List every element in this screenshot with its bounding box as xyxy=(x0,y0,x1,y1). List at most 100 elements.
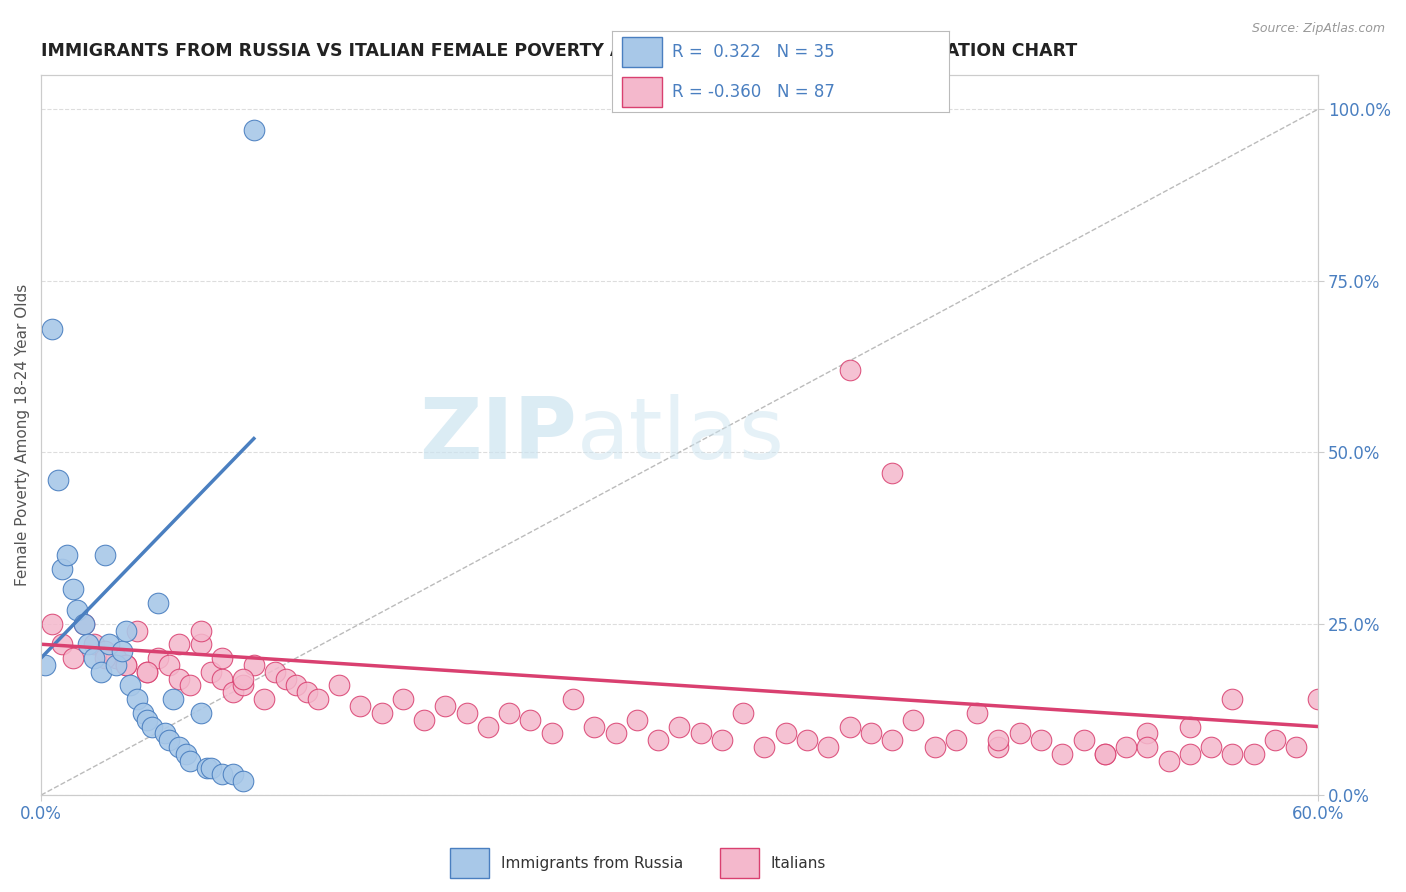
Point xyxy=(190,624,212,638)
Point xyxy=(264,665,287,679)
Point xyxy=(647,733,669,747)
Point xyxy=(540,726,562,740)
Point xyxy=(668,719,690,733)
Point xyxy=(1222,747,1244,761)
Point xyxy=(169,637,191,651)
Point xyxy=(51,637,73,651)
Point xyxy=(1094,747,1116,761)
Text: Immigrants from Russia: Immigrants from Russia xyxy=(501,855,683,871)
Point xyxy=(90,665,112,679)
Point xyxy=(195,761,218,775)
Point xyxy=(1222,692,1244,706)
Point xyxy=(583,719,606,733)
Text: Italians: Italians xyxy=(770,855,825,871)
Point xyxy=(817,740,839,755)
Point xyxy=(295,685,318,699)
Point xyxy=(1157,754,1180,768)
Point xyxy=(838,719,860,733)
Point xyxy=(307,692,329,706)
Point xyxy=(626,713,648,727)
Point xyxy=(157,657,180,672)
FancyBboxPatch shape xyxy=(450,848,489,878)
Point xyxy=(880,733,903,747)
Text: Source: ZipAtlas.com: Source: ZipAtlas.com xyxy=(1251,22,1385,36)
Point xyxy=(903,713,925,727)
Point xyxy=(966,706,988,720)
Text: ZIP: ZIP xyxy=(419,393,578,476)
Point xyxy=(243,123,266,137)
Point xyxy=(838,363,860,377)
Point xyxy=(232,774,254,789)
Point xyxy=(136,665,159,679)
Point xyxy=(200,665,222,679)
Point xyxy=(174,747,197,761)
Point xyxy=(146,651,169,665)
Point xyxy=(924,740,946,755)
Point xyxy=(83,651,105,665)
Point xyxy=(51,562,73,576)
Point xyxy=(733,706,755,720)
FancyBboxPatch shape xyxy=(621,77,662,108)
Point xyxy=(498,706,520,720)
Point xyxy=(775,726,797,740)
Point xyxy=(115,657,138,672)
Point xyxy=(169,740,191,755)
Y-axis label: Female Poverty Among 18-24 Year Olds: Female Poverty Among 18-24 Year Olds xyxy=(15,284,30,586)
Point xyxy=(141,719,163,733)
Point xyxy=(125,692,148,706)
Text: IMMIGRANTS FROM RUSSIA VS ITALIAN FEMALE POVERTY AMONG 18-24 YEAR OLDS CORRELATI: IMMIGRANTS FROM RUSSIA VS ITALIAN FEMALE… xyxy=(41,42,1077,60)
Point xyxy=(115,624,138,638)
Point xyxy=(132,706,155,720)
Point xyxy=(1264,733,1286,747)
Point xyxy=(391,692,413,706)
Point xyxy=(104,657,127,672)
Text: atlas: atlas xyxy=(578,393,785,476)
Point xyxy=(413,713,436,727)
Point xyxy=(136,665,159,679)
Point xyxy=(73,616,96,631)
Point xyxy=(1136,740,1159,755)
Point xyxy=(562,692,585,706)
Point xyxy=(94,548,117,562)
Point xyxy=(689,726,711,740)
Point xyxy=(211,651,233,665)
Point xyxy=(62,582,84,597)
Point xyxy=(211,767,233,781)
Point xyxy=(1285,740,1308,755)
Text: R = -0.360   N = 87: R = -0.360 N = 87 xyxy=(672,83,835,101)
Point xyxy=(146,596,169,610)
Point xyxy=(796,733,818,747)
Point xyxy=(1306,692,1329,706)
Point xyxy=(77,637,100,651)
Point xyxy=(179,678,201,692)
Point xyxy=(987,733,1010,747)
Point xyxy=(98,637,121,651)
Text: R =  0.322   N = 35: R = 0.322 N = 35 xyxy=(672,43,835,61)
Point xyxy=(157,733,180,747)
FancyBboxPatch shape xyxy=(621,37,662,68)
Point xyxy=(136,713,159,727)
Point xyxy=(1136,726,1159,740)
Point xyxy=(94,644,117,658)
Point xyxy=(519,713,541,727)
Point xyxy=(1052,747,1074,761)
Point xyxy=(456,706,478,720)
Point xyxy=(605,726,627,740)
Point xyxy=(232,678,254,692)
Point xyxy=(349,698,371,713)
Point xyxy=(477,719,499,733)
Point xyxy=(200,761,222,775)
Point xyxy=(221,767,243,781)
Point xyxy=(859,726,882,740)
Point xyxy=(253,692,276,706)
Point xyxy=(987,740,1010,755)
Point xyxy=(274,672,297,686)
Point xyxy=(945,733,967,747)
Point xyxy=(1029,733,1052,747)
Point xyxy=(83,637,105,651)
FancyBboxPatch shape xyxy=(720,848,759,878)
Point xyxy=(169,672,191,686)
Point xyxy=(221,685,243,699)
Point xyxy=(190,706,212,720)
Point xyxy=(1008,726,1031,740)
